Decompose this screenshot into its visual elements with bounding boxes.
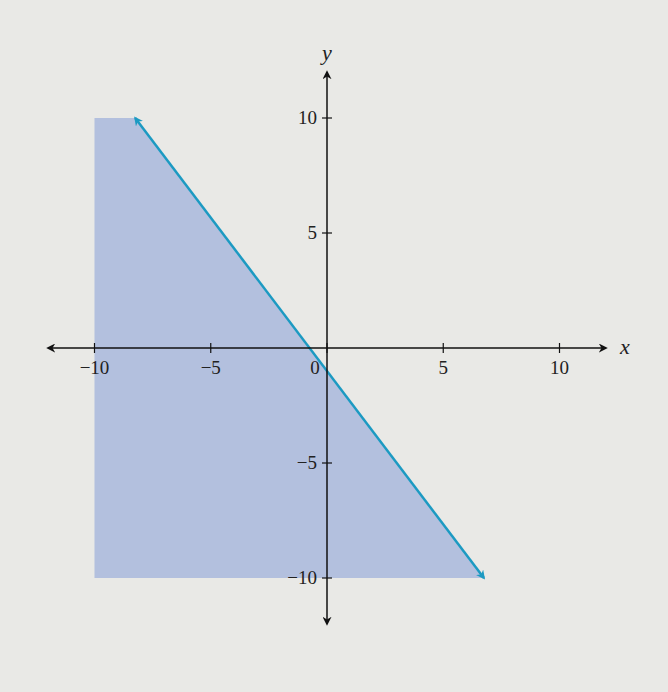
- x-tick: [94, 343, 95, 353]
- x-tick: [210, 343, 211, 353]
- y-tick: [322, 117, 332, 118]
- y-axis: [326, 72, 328, 624]
- y-axis-label: y: [320, 40, 332, 65]
- y-tick-label: −10: [287, 567, 317, 588]
- x-tick: [559, 343, 560, 353]
- chart-container: −10 −5 0 5 10 −10 −5 5 10 x y: [0, 0, 668, 692]
- x-tick: [443, 343, 444, 353]
- chart-svg: −10 −5 0 5 10 −10 −5 5 10 x y: [0, 0, 668, 692]
- y-tick-label: 5: [308, 222, 318, 243]
- x-tick-label: 10: [550, 357, 569, 378]
- y-tick: [322, 462, 332, 463]
- x-tick-label: −5: [201, 357, 221, 378]
- y-tick-label: 10: [298, 107, 317, 128]
- x-tick-label: 0: [310, 357, 320, 378]
- x-axis-label: x: [619, 334, 630, 359]
- y-tick-label: −5: [297, 452, 317, 473]
- x-tick-label: 5: [439, 357, 449, 378]
- x-tick-label: −10: [80, 357, 110, 378]
- y-tick: [322, 232, 332, 233]
- y-tick: [322, 577, 332, 578]
- x-tick: [326, 343, 327, 353]
